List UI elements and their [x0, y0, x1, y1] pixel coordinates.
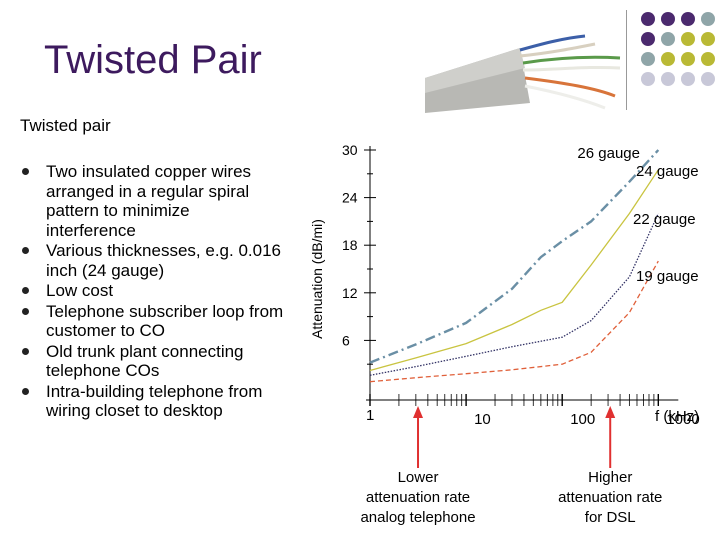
- decor-dot: [701, 52, 715, 66]
- y-tick-label: 12: [342, 285, 358, 301]
- twisted-pair-cable-image: [425, 34, 621, 113]
- bullet-item: Low cost: [22, 281, 284, 301]
- decor-dot: [661, 52, 675, 66]
- bullet-text: Low cost: [46, 281, 114, 300]
- decor-dot: [681, 12, 695, 26]
- x-tick-label: 100: [570, 411, 595, 428]
- bullet-icon: [22, 307, 29, 315]
- annotation-text: attenuation rate: [558, 489, 662, 506]
- y-tick-label: 24: [342, 190, 358, 206]
- series-label: 26 gauge: [577, 145, 640, 162]
- series-line-26-gauge: [369, 149, 660, 364]
- decor-dot: [661, 32, 675, 46]
- slide-subtitle: Twisted pair: [20, 116, 111, 135]
- bullet-icon: [22, 168, 29, 175]
- bullet-list: Two insulated copper wires arranged in a…: [22, 162, 284, 422]
- series-label: 19 gauge: [636, 268, 699, 285]
- bullet-item: Old trunk plant connecting telephone COs: [22, 342, 284, 381]
- decor-dot: [681, 32, 695, 46]
- bullet-icon: [22, 387, 29, 395]
- bullet-item: Intra-building telephone from wiring clo…: [22, 382, 284, 421]
- annotation-arrowhead: [413, 406, 424, 418]
- bullet-text: Telephone subscriber loop from customer …: [46, 301, 284, 341]
- series-line-19-gauge: [369, 260, 659, 383]
- bullet-text: Old trunk plant connecting telephone COs: [46, 341, 244, 381]
- decor-dot: [701, 72, 715, 86]
- decor-dot: [701, 32, 715, 46]
- decor-dot: [661, 12, 675, 26]
- x-tick-label: 1000: [666, 411, 699, 428]
- decor-dot: [681, 72, 695, 86]
- bullet-icon: [22, 287, 29, 294]
- y-tick-label: 30: [342, 142, 358, 158]
- decor-dot: [681, 52, 695, 66]
- slide-title: Twisted Pair: [44, 38, 262, 82]
- annotation-text: attenuation rate: [366, 489, 470, 506]
- series-line-24-gauge: [369, 169, 659, 372]
- y-axis-label: Attenuation (dB/mi): [309, 219, 325, 339]
- decor-dot: [701, 12, 715, 26]
- y-tick-label: 6: [342, 332, 350, 348]
- bullet-icon: [22, 347, 29, 355]
- series-label: 24 gauge: [636, 163, 699, 180]
- x-axis-label: f (kHz): [655, 408, 699, 425]
- annotation-text: for DSL: [585, 509, 636, 526]
- series-line-22-gauge: [369, 213, 659, 376]
- decor-dot: [661, 72, 675, 86]
- bullet-text: Two insulated copper wires arranged in a…: [46, 162, 252, 240]
- decor-dot: [641, 72, 655, 86]
- annotation-text: analog telephone: [360, 509, 475, 526]
- decor-dot: [641, 12, 655, 26]
- y-tick-label: 18: [342, 237, 358, 253]
- bullet-item: Various thicknesses, e.g. 0.016 inch (24…: [22, 241, 284, 280]
- series-label: 22 gauge: [633, 211, 696, 228]
- annotation-text: Lower: [398, 469, 439, 486]
- bullet-item: Telephone subscriber loop from customer …: [22, 302, 284, 341]
- bullet-icon: [22, 247, 29, 254]
- decor-dot: [641, 52, 655, 66]
- divider-line: [626, 10, 627, 110]
- x-tick-label: 1: [366, 407, 374, 424]
- bullet-text: Various thicknesses, e.g. 0.016 inch (24…: [46, 241, 281, 280]
- decor-dot: [641, 32, 655, 46]
- attenuation-chart: 6 12 18 24 30 1 10 100 1000 Attenuation (dB/mi) f …: [309, 142, 700, 526]
- bullet-text: Intra-building telephone from wiring clo…: [46, 381, 263, 421]
- x-tick-label: 10: [474, 411, 491, 428]
- decorative-dot-grid: [641, 12, 715, 86]
- annotation-text: Higher: [588, 469, 632, 486]
- bullet-item: Two insulated copper wires arranged in a…: [22, 162, 284, 240]
- annotation-arrowhead: [605, 406, 616, 418]
